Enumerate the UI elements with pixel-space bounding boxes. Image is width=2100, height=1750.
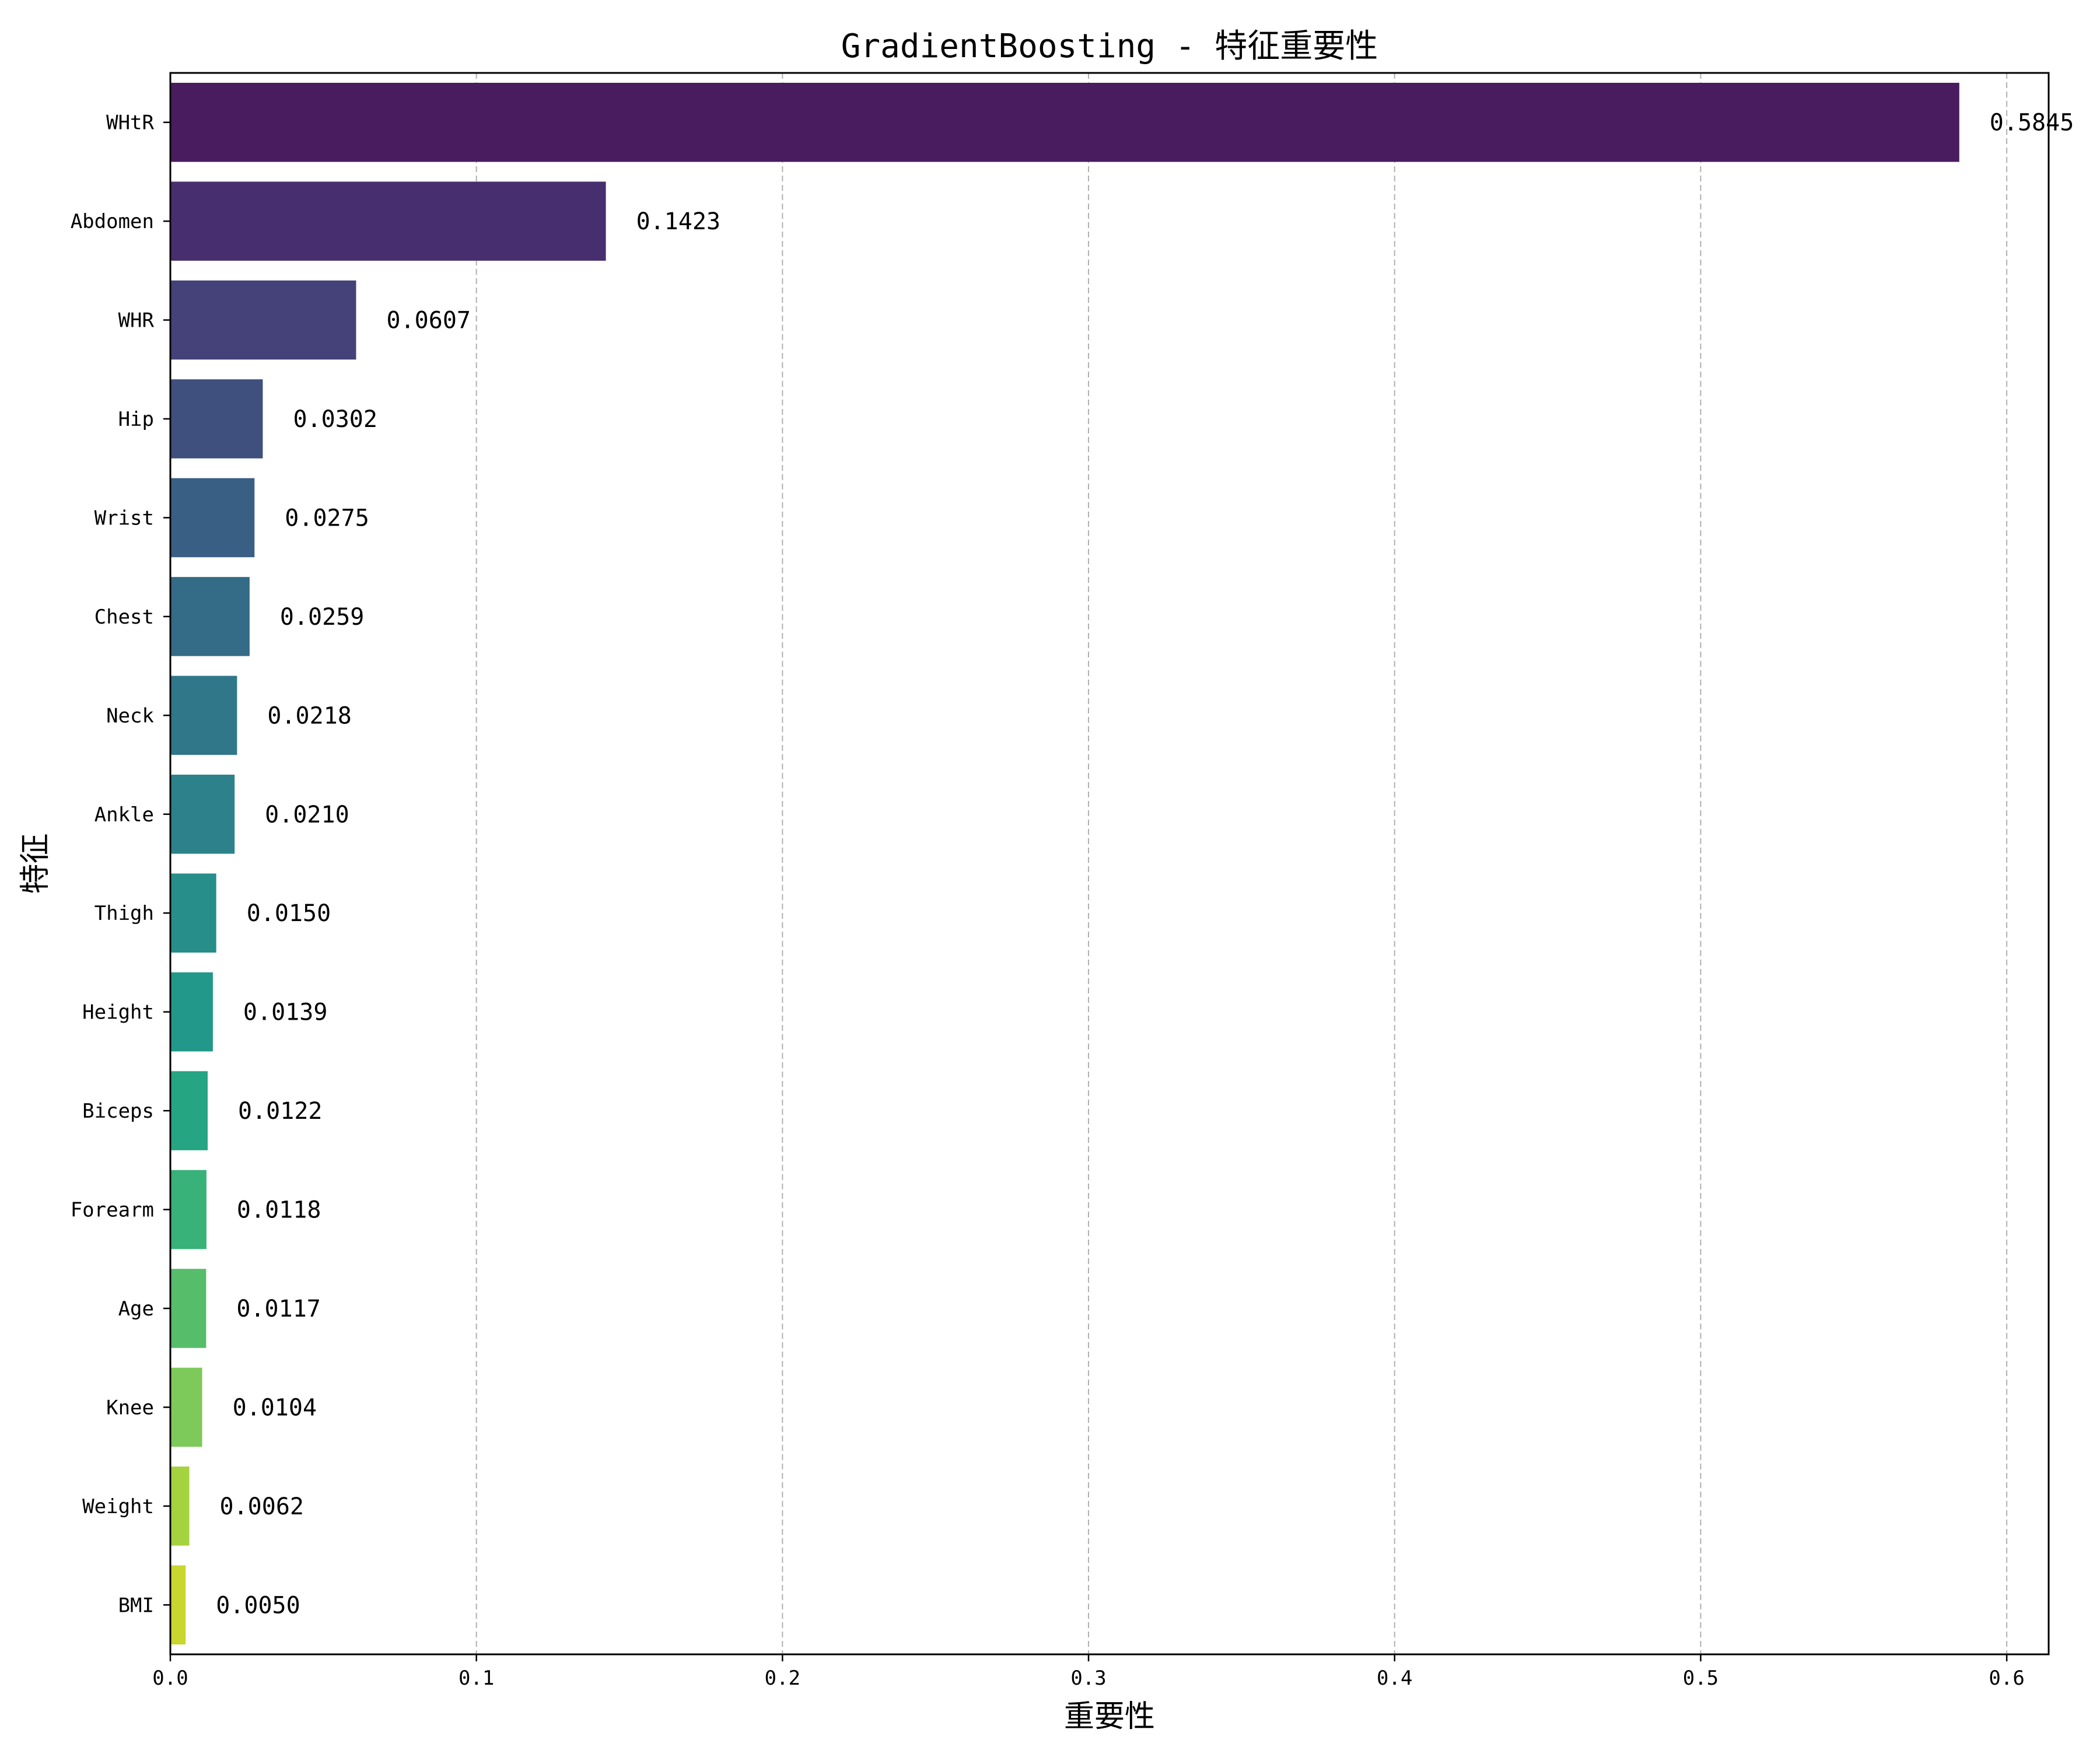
bar <box>170 478 255 558</box>
y-tick-label: Forearm <box>71 1199 154 1222</box>
bar <box>170 1367 202 1447</box>
bar <box>170 1071 208 1150</box>
x-tick-label: 0.4 <box>1377 1667 1412 1690</box>
x-tick-label: 0.3 <box>1070 1667 1106 1690</box>
bar <box>170 1565 186 1645</box>
y-tick-label: Chest <box>94 606 154 629</box>
value-label: 0.0050 <box>216 1592 300 1619</box>
value-label: 0.0104 <box>233 1394 317 1421</box>
bar <box>170 1170 206 1250</box>
value-label: 0.0218 <box>267 702 351 729</box>
bar <box>170 676 237 755</box>
value-label: 0.0259 <box>280 604 365 631</box>
y-tick-label: Hip <box>118 408 154 431</box>
value-label: 0.0117 <box>236 1296 321 1322</box>
bar <box>170 379 263 459</box>
x-tick-label: 0.6 <box>1989 1667 2024 1690</box>
x-tick-label: 0.5 <box>1683 1667 1718 1690</box>
y-tick-label: Height <box>82 1001 154 1024</box>
bar <box>170 775 235 854</box>
y-tick-label: Neck <box>106 704 154 727</box>
bar <box>170 577 250 656</box>
value-label: 0.1423 <box>636 208 721 235</box>
bar <box>170 181 606 261</box>
bar <box>170 873 216 953</box>
y-tick-label: Biceps <box>82 1100 154 1123</box>
value-label: 0.5845 <box>1990 110 2074 136</box>
y-tick-label: WHR <box>118 309 155 332</box>
bar <box>170 1269 206 1348</box>
value-label: 0.0139 <box>243 999 328 1026</box>
value-label: 0.0150 <box>247 900 331 927</box>
bars <box>170 82 1959 1645</box>
value-label: 0.0118 <box>237 1197 321 1224</box>
x-axis-ticks: 0.0 0.1 0.2 0.3 0.4 0.5 0.6 <box>152 1654 2025 1690</box>
y-tick-label: Knee <box>106 1396 154 1419</box>
value-label: 0.0275 <box>285 505 369 531</box>
y-tick-label: Wrist <box>94 506 154 530</box>
value-label: 0.0302 <box>293 406 377 433</box>
y-axis-ticks: WHtR Abdomen WHR Hip Wrist Chest Neck Ankle Thig… <box>71 111 170 1617</box>
chart-title: GradientBoosting - 特征重要性 <box>841 27 1378 65</box>
x-tick-label: 0.2 <box>765 1667 800 1690</box>
value-label: 0.0122 <box>238 1098 323 1125</box>
y-tick-label: WHtR <box>106 111 154 135</box>
value-label: 0.0607 <box>386 307 471 334</box>
y-tick-label: BMI <box>118 1594 154 1617</box>
y-axis-label: 特征 <box>18 833 53 894</box>
plot-frame <box>169 72 2050 1656</box>
y-tick-label: Weight <box>82 1495 154 1518</box>
bar <box>170 1466 190 1546</box>
value-label: 0.0210 <box>265 802 349 828</box>
x-axis-label: 重要性 <box>1064 1699 1155 1734</box>
value-labels: 0.5845 0.1423 0.0607 0.0302 0.0275 0.0259 0.02… <box>216 110 2074 1619</box>
y-tick-label: Thigh <box>94 902 154 925</box>
bar <box>170 82 1959 162</box>
y-tick-label: Abdomen <box>71 210 154 233</box>
x-tick-label: 0.0 <box>152 1667 188 1690</box>
bar <box>170 280 356 360</box>
bar <box>170 972 213 1052</box>
value-label: 0.0062 <box>220 1493 304 1520</box>
grid-lines <box>475 73 2008 1654</box>
y-tick-label: Ankle <box>94 803 154 827</box>
y-tick-label: Age <box>118 1297 154 1321</box>
x-tick-label: 0.1 <box>459 1667 494 1690</box>
